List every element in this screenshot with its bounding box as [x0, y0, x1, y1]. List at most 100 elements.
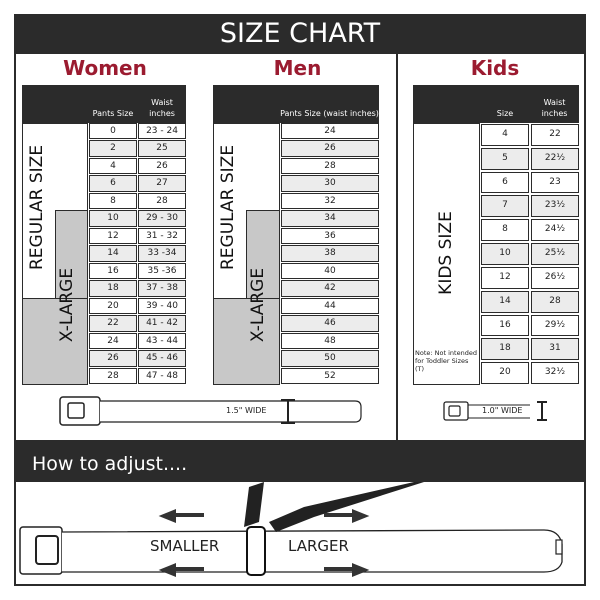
arrow-right-icon	[324, 563, 370, 577]
women-pants-size-cell: 10	[89, 210, 137, 227]
arrow-left-icon	[158, 509, 204, 523]
kids-waist-cell: 22½	[531, 147, 579, 170]
kids-col-size: Size	[496, 109, 514, 118]
women-table-header: Pants Size Waist inches	[22, 85, 186, 123]
kids-waist-cell: 23	[531, 171, 579, 194]
men-pants-size-cell: 52	[281, 367, 379, 384]
kids-size-cell: 6	[481, 171, 529, 194]
women-waist-cell: 35 -36	[138, 262, 186, 280]
divider	[396, 54, 398, 440]
women-waist-cell: 27	[138, 175, 186, 192]
men-xlarge-label: X-LARGE	[248, 267, 268, 343]
women-pants-size-cell: 0	[89, 123, 137, 140]
women-col-waist: Waist inches	[149, 98, 175, 118]
men-pants-size-cell: 38	[281, 245, 379, 262]
men-pants-size-cell: 24	[281, 123, 379, 140]
men-pants-size-cell: 46	[281, 315, 379, 332]
women-pants-size-cell: 14	[89, 245, 137, 262]
arrow-left-icon	[158, 563, 204, 577]
men-table-header: Pants Size (waist inches)	[213, 85, 379, 123]
adult-belt-width: 1.5" WIDE	[226, 406, 267, 415]
men-xlarge-region-lower	[213, 298, 280, 385]
kids-size-cell: 7	[481, 195, 529, 218]
women-waist-cell: 25	[138, 140, 186, 157]
kids-table-header: Size Waist inches	[413, 85, 579, 123]
women-pants-size-cell: 22	[89, 315, 137, 332]
kids-waist-cell: 22	[531, 124, 579, 146]
women-pants-size-cell: 18	[89, 280, 137, 297]
men-pants-size-cell: 42	[281, 280, 379, 297]
men-table: Pants Size (waist inches) REGULAR SIZE X…	[213, 85, 379, 385]
kids-waist-cell: 28	[531, 290, 579, 313]
hand-icon	[244, 482, 264, 527]
men-pants-size-cell: 36	[281, 227, 379, 245]
women-waist-cell: 45 - 46	[138, 350, 186, 367]
kids-size-cell: 4	[481, 124, 529, 146]
women-pants-size-cell: 16	[89, 262, 137, 280]
women-pants-size-cell: 12	[89, 227, 137, 245]
kids-size-label: KIDS SIZE	[436, 211, 456, 295]
women-waist-cell: 37 - 38	[138, 280, 186, 297]
smaller-label: SMALLER	[150, 537, 220, 555]
page-title: SIZE CHART	[14, 14, 586, 54]
kids-size-cell: 16	[481, 314, 529, 337]
women-waist-cell: 26	[138, 157, 186, 175]
kids-waist-cell: 29½	[531, 314, 579, 337]
kids-table: Size Waist inches KIDS SIZE Note: Not in…	[413, 85, 579, 385]
kids-waist-cell: 31	[531, 338, 579, 361]
larger-label: LARGER	[288, 537, 349, 555]
men-pants-size-cell: 48	[281, 332, 379, 350]
men-regular-label: REGULAR SIZE	[218, 144, 238, 270]
men-heading: Men	[273, 56, 322, 80]
kids-waist-cell: 32½	[531, 362, 579, 384]
kids-size-cell: 18	[481, 338, 529, 361]
women-pants-size-cell: 6	[89, 175, 137, 192]
kids-waist-cell: 23½	[531, 195, 579, 218]
kids-heading: Kids	[470, 56, 520, 80]
men-pants-size-cell: 50	[281, 350, 379, 367]
women-waist-cell: 23 - 24	[138, 123, 186, 140]
men-pants-size-cell: 30	[281, 175, 379, 192]
women-waist-cell: 33 -34	[138, 245, 186, 262]
women-pants-size-cell: 26	[89, 350, 137, 367]
kids-belt-width: 1.0" WIDE	[482, 406, 523, 415]
women-regular-label: REGULAR SIZE	[27, 144, 47, 270]
kids-size-cell: 8	[481, 219, 529, 242]
women-pants-size-cell: 24	[89, 332, 137, 350]
women-waist-cell: 41 - 42	[138, 315, 186, 332]
adult-belt-icon	[59, 396, 362, 426]
women-xlarge-region-lower	[22, 298, 88, 385]
women-waist-cell: 28	[138, 192, 186, 210]
kids-size-cell: 10	[481, 243, 529, 265]
kids-waist-cell: 25½	[531, 243, 579, 265]
adjust-illustration	[19, 482, 563, 577]
arrow-right-icon	[324, 509, 370, 523]
women-waist-cell: 43 - 44	[138, 332, 186, 350]
kids-belt-icon	[443, 401, 547, 421]
women-waist-cell: 39 - 40	[138, 297, 186, 315]
men-pants-size-cell: 34	[281, 210, 379, 227]
women-pants-size-cell: 8	[89, 192, 137, 210]
men-pants-size-cell: 44	[281, 297, 379, 315]
women-table: Pants Size Waist inches REGULAR SIZE X-L…	[22, 85, 186, 385]
kids-size-cell: 5	[481, 147, 529, 170]
kids-size-cell: 12	[481, 266, 529, 289]
kids-label-region	[413, 123, 480, 385]
kids-note: Note: Not intended for Toddler Sizes (T)	[415, 349, 477, 373]
kids-waist-cell: 24½	[531, 219, 579, 242]
women-waist-cell: 31 - 32	[138, 227, 186, 245]
women-pants-size-cell: 4	[89, 157, 137, 175]
women-col-pants: Pants Size	[92, 109, 134, 118]
kids-size-cell: 20	[481, 362, 529, 384]
women-xlarge-label: X-LARGE	[57, 267, 77, 343]
men-pants-size-cell: 40	[281, 262, 379, 280]
women-pants-size-cell: 2	[89, 140, 137, 157]
kids-size-cell: 14	[481, 290, 529, 313]
kids-col-waist: Waist inches	[541, 98, 568, 118]
adjust-heading: How to adjust....	[14, 440, 586, 482]
kids-waist-cell: 26½	[531, 266, 579, 289]
men-pants-size-cell: 28	[281, 157, 379, 175]
men-pants-size-cell: 32	[281, 192, 379, 210]
women-pants-size-cell: 28	[89, 367, 137, 384]
women-pants-size-cell: 20	[89, 297, 137, 315]
